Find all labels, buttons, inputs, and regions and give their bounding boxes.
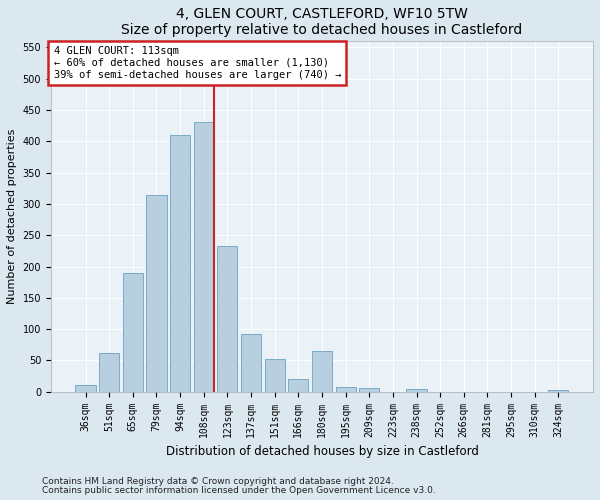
Bar: [406, 389, 427, 392]
Bar: [76, 386, 95, 392]
Bar: [217, 246, 238, 392]
X-axis label: Distribution of detached houses by size in Castleford: Distribution of detached houses by size …: [166, 445, 478, 458]
Bar: [241, 334, 261, 392]
Bar: [99, 353, 119, 392]
Y-axis label: Number of detached properties: Number of detached properties: [7, 128, 17, 304]
Bar: [123, 273, 143, 392]
Text: Contains HM Land Registry data © Crown copyright and database right 2024.: Contains HM Land Registry data © Crown c…: [42, 477, 394, 486]
Title: 4, GLEN COURT, CASTLEFORD, WF10 5TW
Size of property relative to detached houses: 4, GLEN COURT, CASTLEFORD, WF10 5TW Size…: [121, 7, 523, 37]
Bar: [146, 194, 167, 392]
Bar: [312, 351, 332, 392]
Bar: [170, 135, 190, 392]
Bar: [288, 379, 308, 392]
Bar: [548, 390, 568, 392]
Bar: [194, 122, 214, 392]
Text: Contains public sector information licensed under the Open Government Licence v3: Contains public sector information licen…: [42, 486, 436, 495]
Text: 4 GLEN COURT: 113sqm
← 60% of detached houses are smaller (1,130)
39% of semi-de: 4 GLEN COURT: 113sqm ← 60% of detached h…: [53, 46, 341, 80]
Bar: [335, 386, 356, 392]
Bar: [265, 359, 285, 392]
Bar: [359, 388, 379, 392]
